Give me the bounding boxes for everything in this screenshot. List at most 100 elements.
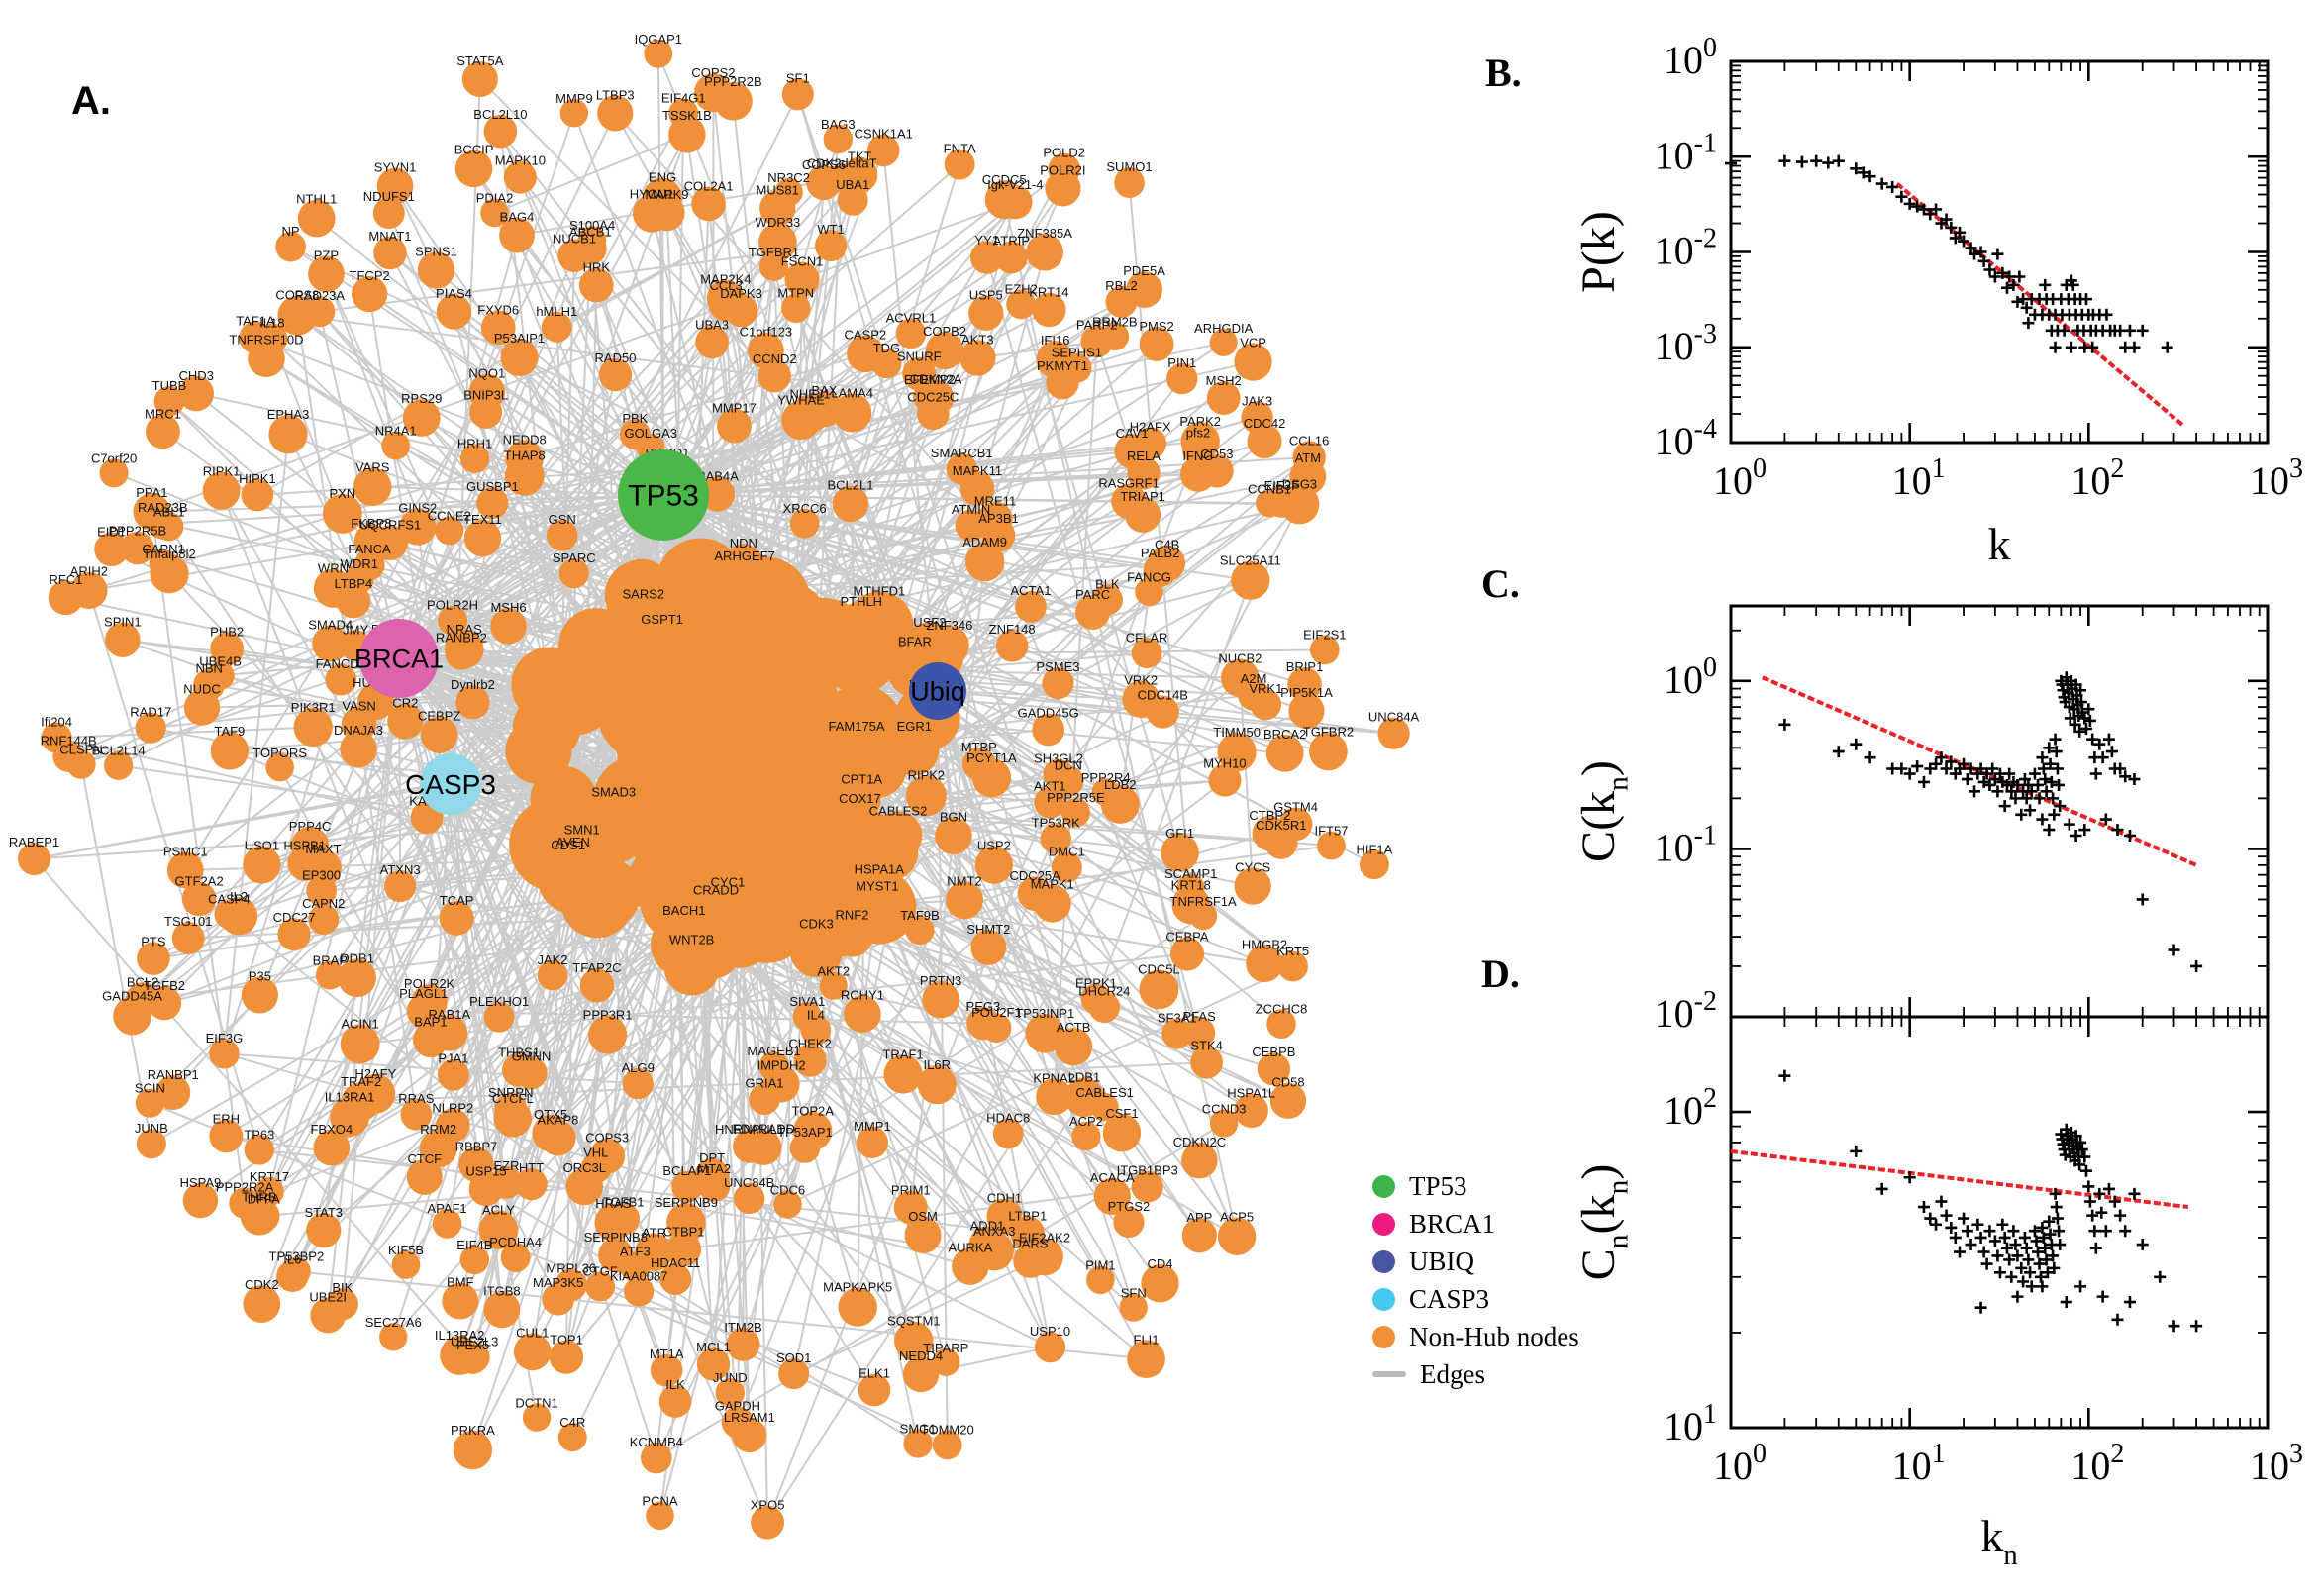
- network-node[interactable]: [1162, 1018, 1193, 1049]
- network-node[interactable]: [824, 602, 899, 676]
- network-node[interactable]: [1209, 328, 1238, 356]
- network-node[interactable]: [1171, 885, 1211, 925]
- network-node[interactable]: [793, 1044, 827, 1077]
- network-node[interactable]: [48, 580, 83, 616]
- network-node[interactable]: [214, 899, 245, 930]
- network-node[interactable]: [847, 335, 884, 373]
- network-node[interactable]: [461, 60, 498, 97]
- network-node[interactable]: [66, 749, 96, 779]
- network-node[interactable]: [842, 779, 881, 819]
- network-node[interactable]: [916, 397, 950, 431]
- network-node[interactable]: [577, 792, 650, 864]
- network-node[interactable]: [668, 98, 699, 129]
- network-node[interactable]: [1122, 680, 1160, 719]
- network-node[interactable]: [330, 1097, 369, 1138]
- network-node[interactable]: [308, 255, 345, 293]
- network-node[interactable]: [513, 1333, 552, 1371]
- network-node[interactable]: [515, 1167, 548, 1201]
- network-node[interactable]: [1042, 667, 1074, 700]
- network-node[interactable]: [640, 1442, 672, 1474]
- network-node[interactable]: [455, 685, 490, 720]
- network-node[interactable]: [444, 629, 484, 669]
- network-node[interactable]: [1051, 851, 1082, 883]
- network-node[interactable]: [1166, 362, 1198, 395]
- network-node[interactable]: [209, 1039, 240, 1069]
- network-node[interactable]: [760, 730, 827, 797]
- network-node[interactable]: [1091, 584, 1123, 616]
- network-node[interactable]: [373, 236, 407, 270]
- network-node[interactable]: [1234, 867, 1271, 905]
- network-node[interactable]: [468, 1171, 504, 1207]
- network-node[interactable]: [903, 1356, 940, 1393]
- network-node[interactable]: [598, 1238, 634, 1273]
- network-node[interactable]: [154, 512, 184, 542]
- network-node[interactable]: [992, 1118, 1024, 1149]
- network-node[interactable]: [960, 471, 995, 506]
- network-node[interactable]: [105, 622, 141, 657]
- network-node[interactable]: [478, 1210, 519, 1249]
- network-node[interactable]: [557, 1423, 587, 1452]
- network-node[interactable]: [166, 851, 204, 889]
- network-node[interactable]: [136, 1129, 166, 1159]
- network-node[interactable]: [500, 1243, 531, 1273]
- network-node[interactable]: [297, 199, 336, 238]
- network-node[interactable]: [1309, 635, 1340, 665]
- network-node[interactable]: [894, 1321, 934, 1361]
- network-node[interactable]: [135, 712, 166, 744]
- network-node[interactable]: [643, 177, 682, 218]
- network-node[interactable]: [155, 1075, 191, 1111]
- network-node[interactable]: [202, 471, 241, 510]
- network-node[interactable]: [1217, 1217, 1257, 1255]
- network-node[interactable]: [1006, 289, 1037, 320]
- network-node[interactable]: [1246, 945, 1283, 983]
- network-node[interactable]: [384, 869, 417, 903]
- network-node[interactable]: [1265, 485, 1298, 518]
- network-node[interactable]: [1046, 365, 1079, 400]
- network-node[interactable]: [306, 1213, 342, 1248]
- network-node[interactable]: [749, 1083, 780, 1116]
- network-node[interactable]: [1135, 577, 1163, 606]
- network-node[interactable]: [275, 231, 306, 262]
- network-node[interactable]: [453, 1430, 493, 1470]
- network-node[interactable]: [210, 732, 250, 770]
- network-node[interactable]: [1266, 1009, 1296, 1039]
- network-node[interactable]: [503, 160, 537, 194]
- network-node[interactable]: [459, 444, 490, 473]
- network-node[interactable]: [696, 890, 736, 929]
- network-node[interactable]: [922, 980, 960, 1019]
- network-node[interactable]: [844, 995, 881, 1034]
- network-node[interactable]: [819, 971, 848, 1000]
- network-node[interactable]: [146, 414, 180, 449]
- network-node[interactable]: [480, 198, 509, 228]
- network-node[interactable]: [438, 605, 468, 636]
- network-node[interactable]: [714, 81, 753, 121]
- network-node[interactable]: [925, 332, 964, 370]
- network-node[interactable]: [640, 620, 684, 663]
- network-node[interactable]: [501, 1052, 537, 1087]
- network-node[interactable]: [1127, 456, 1161, 490]
- network-node[interactable]: [1277, 950, 1308, 982]
- network-node[interactable]: [372, 197, 405, 230]
- network-node[interactable]: [644, 39, 673, 68]
- network-node[interactable]: [1086, 1265, 1115, 1295]
- network-node[interactable]: [277, 918, 311, 951]
- network-node[interactable]: [541, 311, 572, 343]
- network-node[interactable]: [480, 310, 516, 346]
- network-node[interactable]: [622, 1068, 654, 1100]
- network-node[interactable]: [1131, 638, 1162, 669]
- network-node[interactable]: [1010, 1216, 1046, 1250]
- network-node[interactable]: [483, 114, 518, 149]
- network-node[interactable]: [1131, 1170, 1163, 1203]
- network-node[interactable]: [1209, 1109, 1239, 1138]
- network-node[interactable]: [1040, 823, 1071, 854]
- network-node[interactable]: [1032, 292, 1066, 328]
- network-node[interactable]: [304, 849, 342, 887]
- network-node[interactable]: [440, 1336, 480, 1375]
- network-node[interactable]: [153, 386, 185, 417]
- network-node[interactable]: [974, 846, 1013, 884]
- network-node[interactable]: [597, 95, 634, 132]
- network-node[interactable]: [858, 1373, 891, 1407]
- network-node[interactable]: [387, 703, 424, 740]
- hub-node-ubiq[interactable]: [909, 662, 966, 720]
- network-node[interactable]: [1234, 1093, 1268, 1129]
